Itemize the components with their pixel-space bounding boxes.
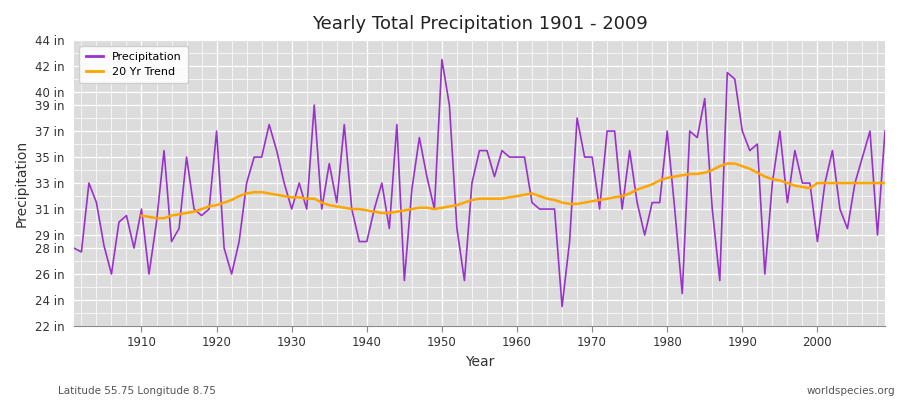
Y-axis label: Precipitation: Precipitation (15, 140, 29, 227)
X-axis label: Year: Year (464, 355, 494, 369)
Title: Yearly Total Precipitation 1901 - 2009: Yearly Total Precipitation 1901 - 2009 (311, 15, 647, 33)
Legend: Precipitation, 20 Yr Trend: Precipitation, 20 Yr Trend (79, 46, 188, 84)
Text: worldspecies.org: worldspecies.org (807, 386, 896, 396)
Text: Latitude 55.75 Longitude 8.75: Latitude 55.75 Longitude 8.75 (58, 386, 216, 396)
